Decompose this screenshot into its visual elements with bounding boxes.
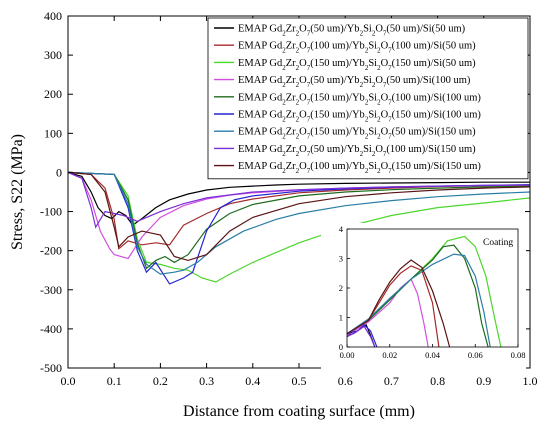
y-tick-label: -100: [40, 205, 62, 219]
y-tick-label: -200: [40, 244, 62, 258]
inset-series-line: [347, 325, 376, 347]
inset-x-tick-label: 0.00: [340, 350, 355, 360]
series-line: [67, 171, 531, 250]
x-tick-label: 0.2: [153, 374, 168, 388]
inset-series-line: [347, 324, 378, 347]
series-line: [67, 171, 531, 270]
inset-series-line: [347, 259, 451, 347]
inset-chart: 0.00 0.02 0.04 0.06 0.08 0 1 2 3 4 Coating: [321, 223, 526, 375]
legend-label: EMAP Gd2Zr2O7(150 um)/Yb2Si2O7(150 um)/S…: [238, 110, 481, 124]
legend-label: EMAP Gd2Zr2O7(50 um)/Yb2Si2O7(50 um)/Si(…: [238, 24, 466, 38]
inset-x-tick-label: 0.04: [425, 350, 441, 360]
y-tick-label: -300: [40, 283, 62, 297]
x-tick-label: 0.1: [107, 374, 122, 388]
x-tick-label: 0.9: [476, 374, 491, 388]
x-tick-label: 0.4: [245, 374, 260, 388]
legend-label: EMAP Gd2Zr2O7(100 um)/Yb2Si2O7(100 um)/S…: [238, 41, 476, 55]
inset-y-tick-label: 4: [339, 224, 344, 234]
series-line: [67, 171, 531, 262]
legend-label: EMAP Gd2Zr2O7(100 um)/Yb2Si2O7(150 um)/S…: [238, 161, 481, 175]
inset-title: Coating: [483, 238, 513, 248]
x-axis-title: Distance from coating surface (mm): [183, 403, 415, 420]
inset-y-tick-label: 3: [339, 254, 343, 264]
legend-label: EMAP Gd2Zr2O7(150 um)/Yb2Si2O7(150 um)/S…: [238, 58, 476, 72]
series-line: [67, 171, 530, 227]
y-axis-title: Stress, S22 (MPa): [9, 134, 26, 250]
y-tick-label: 400: [44, 9, 62, 23]
inset-y-tick-label: 2: [339, 283, 343, 293]
y-tick-label: -400: [40, 322, 62, 336]
x-tick-label: 0.6: [338, 374, 353, 388]
series-line: [67, 171, 531, 283]
x-tick-label: 0.8: [430, 374, 445, 388]
inset-y-tick-label: 0: [339, 342, 343, 352]
legend-box: [207, 17, 529, 180]
inset-x-tick-label: 0.02: [382, 350, 397, 360]
inset-series: [347, 235, 502, 347]
series-line: [67, 171, 531, 229]
x-tick-label: 0.0: [61, 374, 76, 388]
y-tick-label: 100: [44, 126, 62, 140]
x-tick-label: 0.5: [292, 374, 307, 388]
inset-background: [321, 223, 526, 375]
inset-x-tick-label: 0.06: [468, 350, 483, 360]
x-tick-label: 0.3: [199, 374, 214, 388]
legend-label: EMAP Gd2Zr2O7(150 um)/Yb2Si2O7(100 um)/S…: [238, 92, 481, 106]
inset-series-line: [347, 253, 491, 347]
inset-x-tick-label: 0.08: [511, 350, 526, 360]
legend-label: EMAP Gd2Zr2O7(50 um)/Yb2Si2O7(50 um)/Si(…: [238, 75, 471, 89]
inset-y-tick-label: 1: [339, 313, 343, 323]
legend-label: EMAP Gd2Zr2O7(50 um)/Yb2Si2O7(100 um)/Si…: [238, 144, 476, 158]
y-tick-label: 200: [44, 87, 62, 101]
y-tick-label: 300: [44, 48, 62, 62]
main-axes: 0.0 0.1 0.2 0.3 0.4 0.5 0.6 0.7 0.8 0.9 1.04003002…: [40, 9, 538, 388]
y-tick-label: -500: [40, 361, 62, 375]
legend-label: EMAP Gd2Zr2O7(150 um)/Yb2Si2O7(50 um)/Si…: [238, 127, 476, 141]
inset-series-line: [347, 244, 489, 347]
y-tick-label: 0: [56, 165, 62, 179]
main-plot-series: [67, 171, 531, 285]
x-tick-label: 1.0: [523, 374, 538, 388]
x-tick-label: 0.7: [384, 374, 399, 388]
legend: EMAP Gd2Zr2O7(50 um)/Yb2Si2O7(50 um)/Si(…: [207, 17, 529, 180]
